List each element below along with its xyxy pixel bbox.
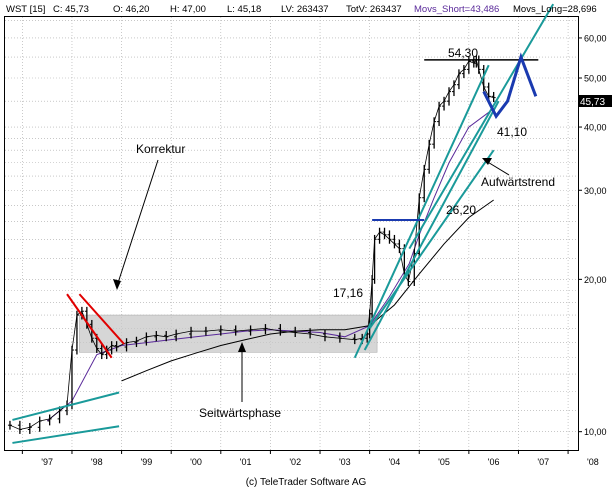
- seitwaertsphase-box: [79, 314, 378, 353]
- label-level-4110: 41,10: [497, 125, 527, 139]
- x-tick-label: '00: [190, 457, 202, 467]
- header-high: H: 47,00: [170, 4, 206, 15]
- x-tick-label: '98: [91, 457, 103, 467]
- header-totv: TotV: 263437: [346, 4, 402, 15]
- x-tick-label: '01: [240, 457, 252, 467]
- grid: [5, 17, 578, 450]
- correction-channel-line: [78, 293, 125, 345]
- uptrend-line: [408, 3, 555, 250]
- axes: 60,00 50,00 40,00 30,00 20,00 10,00 '97 '98 '99 '…: [21, 33, 607, 467]
- arrow-korrektur-head: [113, 279, 121, 290]
- label-seitwaertsphase: Seitwärtsphase: [199, 406, 281, 420]
- x-tick-label: '05: [438, 457, 450, 467]
- header-movs-long: Movs_Long=28,696: [513, 4, 597, 15]
- range-box-layer: [79, 314, 378, 353]
- price-line: [9, 58, 494, 430]
- arrow-korrektur: [116, 159, 159, 287]
- header-close: C: 45,73: [53, 4, 89, 15]
- x-tick-label: '02: [289, 457, 301, 467]
- movs-long-line: [121, 199, 494, 382]
- y-tick-label: 10,00: [584, 427, 607, 437]
- lower-channel-line: [12, 391, 120, 421]
- header-symbol: WST [15]: [6, 4, 45, 15]
- label-aufwaertstrend: Aufwärtstrend: [481, 175, 555, 189]
- trend-drawings: [12, 3, 555, 444]
- uptrend-line: [368, 149, 495, 329]
- header-low: L: 45,18: [227, 4, 261, 15]
- y-tick-label: 50,00: [584, 74, 607, 84]
- label-korrektur: Korrektur: [136, 142, 185, 156]
- header-movs-short: Movs_Short=43,486: [414, 4, 499, 15]
- y-tick-label: 20,00: [584, 275, 607, 285]
- projection-line: [482, 52, 538, 120]
- arrow-seitwaertsphase-head: [238, 342, 246, 352]
- label-level-1716: 17,16: [333, 286, 363, 300]
- header-open: O: 46,20: [113, 4, 149, 15]
- label-level-5430: 54,30: [448, 46, 478, 60]
- y-tick-label: 40,00: [584, 123, 607, 133]
- x-tick-label: '99: [141, 457, 153, 467]
- y-tick-label: 60,00: [584, 33, 607, 43]
- last-price-text: 45,73: [580, 97, 605, 108]
- x-tick-label: '97: [41, 457, 53, 467]
- lower-channel-line: [12, 425, 120, 444]
- last-price-badge: [578, 95, 612, 107]
- label-level-2620: 26,20: [446, 203, 476, 217]
- footer-copyright: (c) TeleTrader Software AG: [246, 477, 367, 488]
- arrow-aufwaertstrend-head: [482, 158, 492, 165]
- y-tick-label: 30,00: [584, 186, 607, 196]
- header-lv: LV: 263437: [281, 4, 329, 15]
- price-bars: [7, 55, 496, 434]
- uptrend-line: [363, 100, 500, 351]
- x-tick-label: '04: [389, 457, 401, 467]
- plot-frame: [4, 16, 579, 451]
- x-tick-label: '07: [537, 457, 549, 467]
- x-tick-label: '03: [339, 457, 351, 467]
- arrow-aufwaertstrend: [485, 160, 510, 176]
- uptrend-line: [353, 64, 490, 359]
- correction-channel-line: [66, 293, 113, 359]
- x-tick-label: '06: [488, 457, 500, 467]
- x-tick-label: '08: [587, 457, 599, 467]
